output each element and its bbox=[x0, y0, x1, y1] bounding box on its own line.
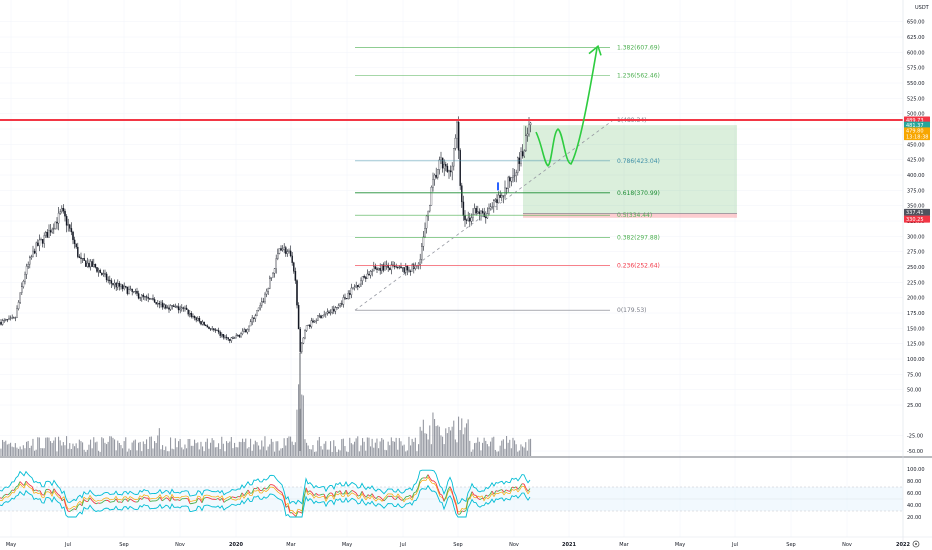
price-tick-label: 625.00 bbox=[907, 35, 925, 41]
time-tick-label: Sep bbox=[453, 542, 462, 548]
price-tick-label: 175.00 bbox=[907, 311, 925, 317]
fib-level-label: 1.382(607.69) bbox=[617, 45, 660, 52]
price-tick-label: 450.00 bbox=[907, 142, 925, 148]
time-tick-label: May bbox=[6, 542, 16, 548]
indicator-tick-label: 40.00 bbox=[907, 503, 921, 509]
time-tick-label: Mar bbox=[286, 542, 296, 548]
chart-grid bbox=[0, 0, 932, 537]
indicator-tick-label: 20.00 bbox=[907, 515, 921, 521]
fib-level-label: 0.236(252.64) bbox=[617, 262, 660, 269]
price-tick-label: 375.00 bbox=[907, 188, 925, 194]
price-tick-label: 75.00 bbox=[907, 372, 921, 378]
projection-arrow[interactable] bbox=[535, 47, 598, 167]
fib-level-label: 0.382(297.88) bbox=[617, 235, 660, 242]
fib-level-label: 0.5(334.44) bbox=[617, 212, 652, 219]
indicator-pane bbox=[0, 469, 903, 518]
price-tag: 481.37 bbox=[906, 123, 924, 129]
position-loss-zone[interactable] bbox=[523, 213, 737, 218]
time-tick-label: Sep bbox=[119, 542, 128, 548]
fibonacci-extension[interactable]: 1.382(607.69)1.236(562.46)1(489.34)0.786… bbox=[355, 45, 737, 315]
price-tick-label: 500.00 bbox=[907, 112, 925, 118]
time-tick-label: Jul bbox=[64, 542, 71, 548]
price-tick-label: 225.00 bbox=[907, 280, 925, 286]
candlesticks bbox=[0, 116, 532, 451]
time-tick-label: Mar bbox=[619, 542, 629, 548]
price-tick-label: 100.00 bbox=[907, 357, 925, 363]
price-tick-label: 250.00 bbox=[907, 265, 925, 271]
fib-level-label: 0.618(370.99) bbox=[617, 190, 660, 197]
volume-bars bbox=[0, 384, 532, 456]
fib-level-label: 0.786(423.04) bbox=[617, 158, 660, 165]
price-tick-label: -50.00 bbox=[907, 449, 923, 455]
time-tick-label: Nov bbox=[509, 542, 519, 548]
price-tick-label: 25.00 bbox=[907, 403, 921, 409]
price-tag: 489.73 bbox=[906, 118, 924, 124]
price-tick-label: 575.00 bbox=[907, 66, 925, 72]
price-tag: 479.80 bbox=[906, 129, 924, 135]
settings-gear-icon[interactable] bbox=[912, 540, 920, 548]
time-tick-label: Jul bbox=[399, 542, 406, 548]
fib-level-label: 0(179.53) bbox=[617, 307, 647, 314]
price-tick-label: 400.00 bbox=[907, 173, 925, 179]
indicator-tick-label: 80.00 bbox=[907, 479, 921, 485]
time-tick-label: Nov bbox=[175, 542, 185, 548]
price-tick-label: 550.00 bbox=[907, 81, 925, 87]
price-tick-label: 125.00 bbox=[907, 342, 925, 348]
price-tick-label: 350.00 bbox=[907, 204, 925, 210]
indicator-tick-label: 100.00 bbox=[907, 467, 925, 473]
price-tick-label: 650.00 bbox=[907, 20, 925, 26]
price-tag: 330.25 bbox=[906, 217, 924, 223]
indicator-tick-label: 60.00 bbox=[907, 491, 921, 497]
price-tick-label: 525.00 bbox=[907, 96, 925, 102]
projection-arrowhead bbox=[588, 44, 602, 56]
time-tick-label: May bbox=[342, 542, 352, 548]
price-tick-label: 200.00 bbox=[907, 296, 925, 302]
time-axis[interactable]: May Jul Sep Nov 2020 Mar May Jul Sep Nov 2021 Mar Ma… bbox=[0, 536, 932, 548]
price-tick-label: 275.00 bbox=[907, 250, 925, 256]
price-tick-label: 50.00 bbox=[907, 388, 921, 394]
time-tick-label: Sep bbox=[786, 542, 795, 548]
price-tag: 13:18:38 bbox=[906, 134, 928, 140]
time-tick-label: 2022 bbox=[896, 542, 910, 548]
price-axis[interactable]: 650.00 625.00 600.00 575.00 550.00 525.00 500.… bbox=[902, 0, 925, 550]
price-tag: 337.41 bbox=[906, 210, 924, 216]
currency-label: USDT bbox=[915, 5, 930, 11]
position-profit-zone[interactable] bbox=[523, 125, 737, 214]
time-tick-label: Jul bbox=[731, 542, 738, 548]
price-tick-label: -25.00 bbox=[907, 434, 923, 440]
fib-level-label: 1.236(562.46) bbox=[617, 72, 660, 79]
time-tick-label: 2020 bbox=[229, 542, 243, 548]
price-tick-label: 600.00 bbox=[907, 50, 925, 56]
time-tick-label: 2021 bbox=[562, 542, 576, 548]
time-tick-label: Nov bbox=[842, 542, 852, 548]
price-tick-label: 150.00 bbox=[907, 326, 925, 332]
time-tick-label: May bbox=[675, 542, 685, 548]
price-tick-label: 300.00 bbox=[907, 234, 925, 240]
price-tick-label: 425.00 bbox=[907, 158, 925, 164]
